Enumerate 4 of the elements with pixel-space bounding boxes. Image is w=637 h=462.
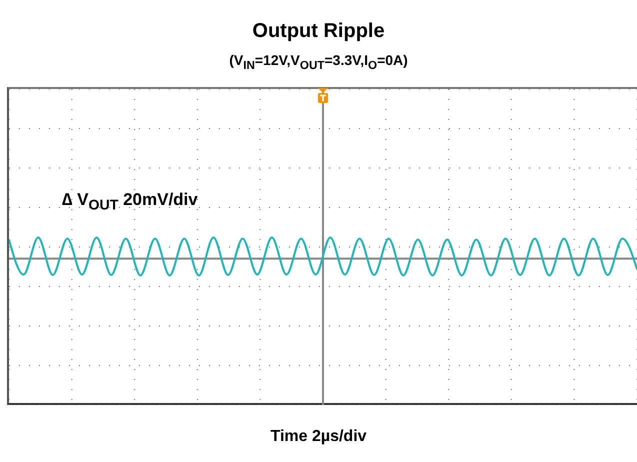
- chart-title: Output Ripple: [251, 20, 386, 43]
- text: Time 2µs/div: [269, 428, 368, 446]
- text: ∆ V$_{OUT}$ 20mV/div: [62, 190, 198, 214]
- chart-subtitle: (V$_{IN}$=12V,V$_{OUT}$=3.3V,I$_{O}$=0A): [228, 52, 409, 72]
